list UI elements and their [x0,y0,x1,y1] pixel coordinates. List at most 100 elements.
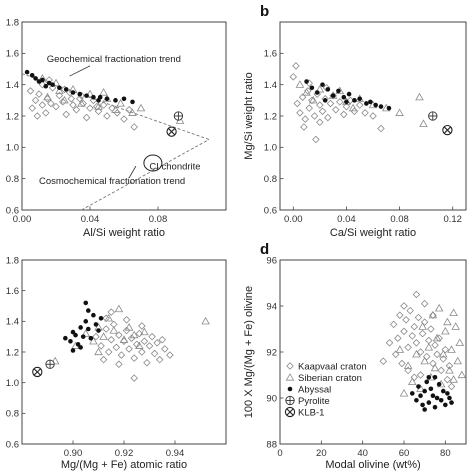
legend-background [284,371,364,383]
data-point-kaapvaal-craton [300,123,308,131]
data-point-siberian-craton [438,349,448,358]
data-point-abyssal [344,99,349,105]
data-point-kaapvaal-craton [93,102,101,111]
data-point-kaapvaal-craton [414,313,423,322]
data-point-abyssal [86,326,91,332]
x-tick-label: 0.08 [390,214,409,225]
data-point-abyssal [70,348,76,353]
data-point-kaapvaal-craton [391,350,400,359]
x-axis-label: Ca/Si weight ratio [330,227,416,239]
data-point-siberian-craton [455,338,465,346]
y-axis-label: Mg/Si weight ratio [243,72,255,159]
data-point-kaapvaal-craton [135,329,144,338]
data-point-kaapvaal-craton [158,335,167,344]
legend-label: Siberian craton [298,373,362,384]
data-point-kaapvaal-craton [408,332,417,340]
data-point-kaapvaal-craton [55,91,64,100]
x-tick-label: 40 [357,448,368,459]
data-point-abyssal [75,342,81,347]
data-point-siberian-craton [94,347,103,356]
data-point-abyssal [432,404,438,410]
x-tick-label: 0.04 [337,214,356,225]
data-point-kaapvaal-craton [28,104,36,112]
data-point-kaapvaal-craton [99,101,108,109]
data-point-klb-1 [32,366,43,378]
data-point-klb-1 [166,126,177,137]
data-point-kaapvaal-craton [102,325,110,333]
data-point-abyssal [440,388,446,394]
data-point-abyssal [430,393,436,399]
y-tick-label: 1.2 [6,347,19,358]
data-point-kaapvaal-craton [148,332,156,341]
data-point-abyssal [386,105,392,111]
data-point-kaapvaal-craton [310,112,319,120]
data-point-abyssal [57,85,62,91]
data-point-siberian-craton [99,332,108,340]
x-tick-label: 0.08 [149,214,168,225]
y-tick-label: 1.0 [264,143,277,154]
y-tick-label: 1.4 [6,80,19,91]
data-point-abyssal [438,398,444,403]
x-tick-label: 0.00 [13,214,32,225]
panel-b-scatter: 0.00 0.04 0.08 0.12 0.6 0.8 1.0 1.2 1.4 1.6 Ca/Si … [243,3,467,239]
x-tick-label: 0 [277,448,282,459]
data-point-abyssal [432,375,438,380]
data-point-kaapvaal-craton [33,112,42,120]
data-point-siberian-craton [449,375,458,383]
data-point-kaapvaal-craton [76,95,84,103]
data-point-kaapvaal-craton [52,102,60,111]
data-point-klb-1 [442,124,453,136]
data-point-siberian-craton [418,322,427,330]
data-point-kaapvaal-craton [369,112,377,120]
data-point-siberian-craton [445,365,454,374]
data-point-siberian-craton [135,341,144,349]
data-point-siberian-craton [111,105,120,113]
data-point-kaapvaal-craton [377,124,385,133]
data-point-kaapvaal-craton [316,101,324,109]
data-point-kaapvaal-craton [425,336,433,345]
data-point-abyssal [84,93,89,98]
data-point-kaapvaal-craton [412,339,421,347]
data-point-abyssal [121,96,127,102]
data-point-kaapvaal-craton [138,322,146,330]
data-point-abyssal [40,77,45,83]
data-point-abyssal [304,79,309,84]
trend-line-geochemical [21,73,210,140]
data-point-kaapvaal-craton [79,99,87,108]
data-point-kaapvaal-craton [62,110,70,119]
data-point-siberian-craton [403,361,413,369]
data-point-kaapvaal-craton [427,325,435,333]
legend-background [284,394,364,406]
data-point-kaapvaal-craton [122,326,131,335]
data-point-kaapvaal-craton [117,351,126,359]
data-point-kaapvaal-craton [103,112,111,120]
data-point-kaapvaal-craton [410,322,419,331]
data-point-abyssal [325,87,331,92]
data-point-kaapvaal-craton [122,316,131,324]
data-point-abyssal [96,98,101,103]
data-point-abyssal [43,83,49,89]
annotation-arrow [128,165,137,179]
x-tick-label: 0.92 [115,448,134,459]
legend-label: Pyrolite [298,396,330,407]
x-axis-label: Mg/(Mg + Fe) atomic ratio [61,459,187,471]
data-point-kaapvaal-craton [296,109,304,117]
data-point-kaapvaal-craton [418,329,427,338]
data-point-siberian-craton [201,316,210,325]
data-point-siberian-craton [451,322,460,330]
y-tick-label: 0.6 [6,205,19,216]
annotation: CI chondrite [149,161,200,172]
data-point-abyssal [352,98,357,103]
data-point-abyssal [70,329,76,335]
data-point-abyssal [78,345,83,350]
data-point-kaapvaal-craton [312,135,320,144]
data-point-kaapvaal-craton [38,80,47,89]
x-tick-label: 0.00 [284,214,303,225]
data-point-siberian-craton [415,92,424,101]
data-point-abyssal [330,93,336,98]
data-point-abyssal [424,379,430,385]
data-point-abyssal [86,308,91,313]
data-point-abyssal [368,99,373,105]
data-point-kaapvaal-craton [107,308,116,316]
data-point-kaapvaal-craton [69,101,77,109]
